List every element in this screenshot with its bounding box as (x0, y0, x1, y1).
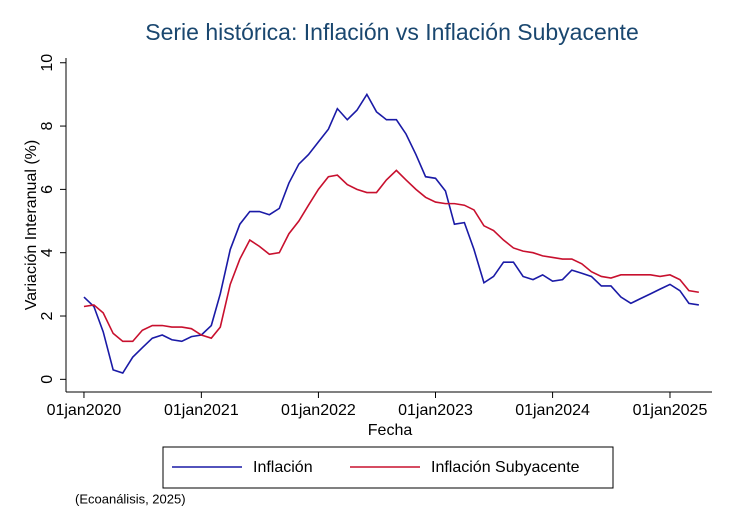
legend-label: Inflación (253, 459, 313, 476)
series-line (83, 169, 699, 343)
x-axis-label: Fecha (368, 422, 413, 439)
legend-box (162, 446, 614, 489)
x-tick-label: 01jan2022 (281, 402, 356, 419)
x-tick-label: 01jan2021 (164, 402, 239, 419)
y-tick-label: 10 (39, 54, 56, 72)
x-tick-label: 01jan2023 (398, 402, 473, 419)
y-tick-label: 8 (39, 122, 56, 131)
y-tick-label: 2 (39, 311, 56, 320)
x-tick-label: 01jan2025 (633, 402, 708, 419)
x-tick-label: 01jan2020 (47, 402, 122, 419)
series-line (83, 92, 699, 374)
y-tick-label: 4 (39, 248, 56, 257)
y-tick-label: 0 (39, 375, 56, 384)
legend-label: Inflación Subyacente (431, 459, 580, 476)
x-tick-label: 01jan2024 (515, 402, 590, 419)
chart-title: Serie histórica: Inflación vs Inflación … (145, 19, 639, 45)
y-axis-label: Variación Interanual (%) (23, 140, 40, 310)
y-tick-label: 6 (39, 185, 56, 194)
note: (Ecoanálisis, 2025) (75, 491, 186, 506)
